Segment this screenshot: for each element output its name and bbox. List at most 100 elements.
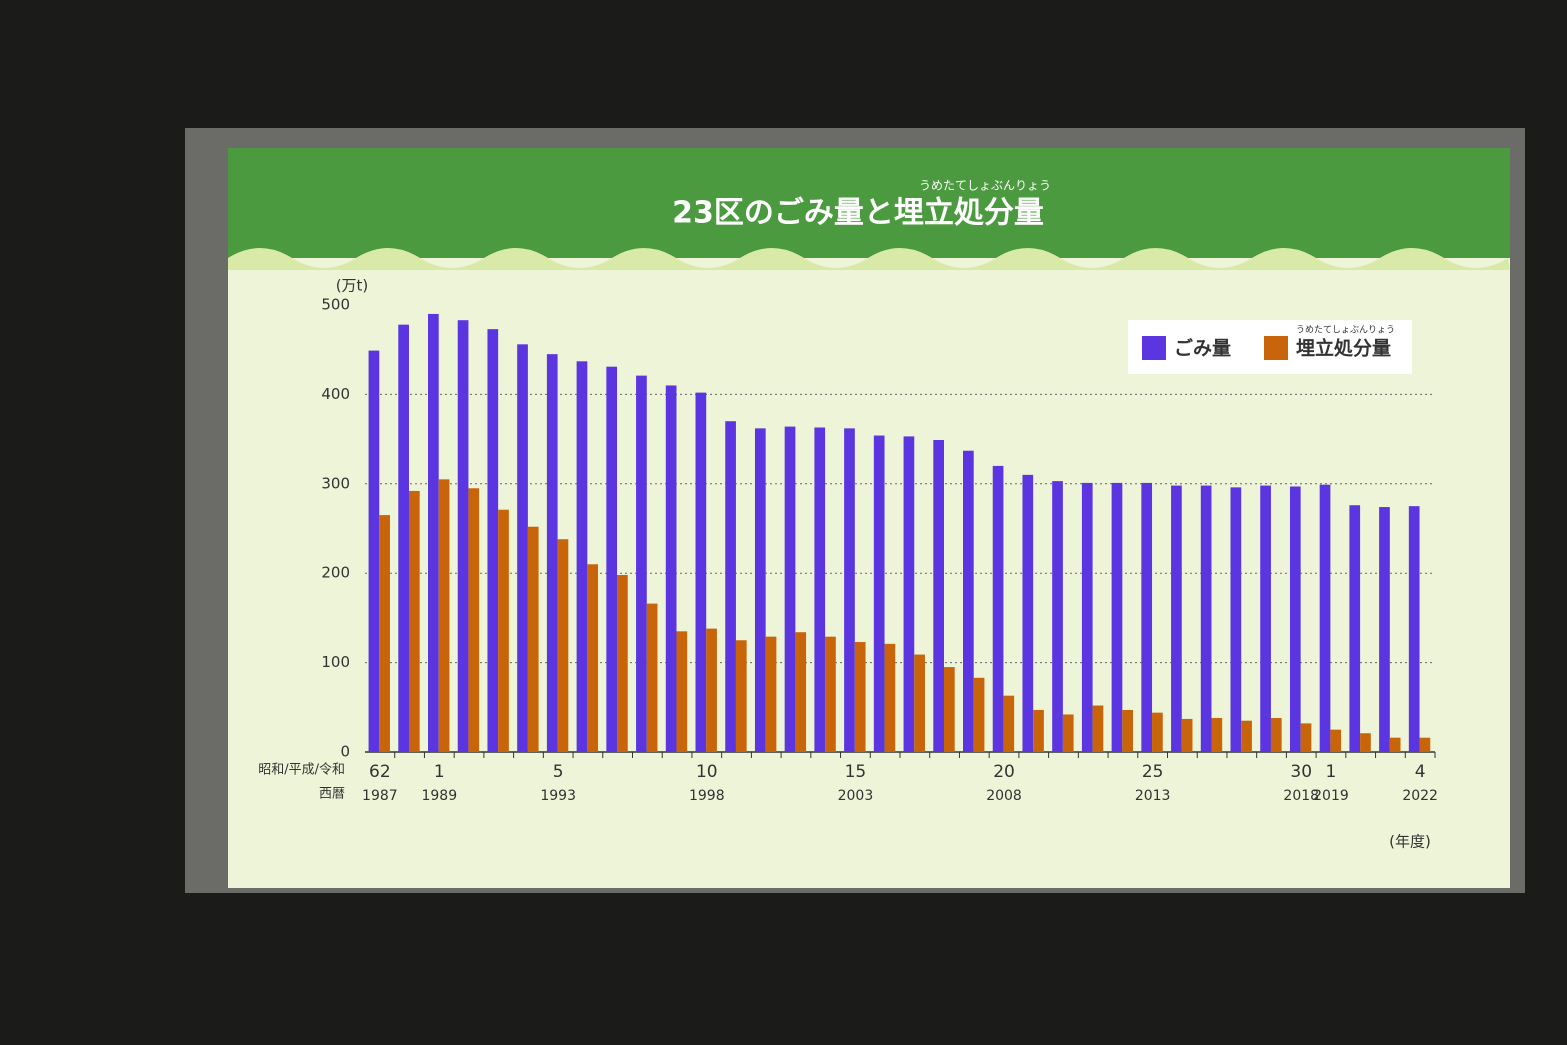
- bar: [854, 642, 866, 752]
- bar: [379, 515, 390, 752]
- y-unit: (万t): [336, 277, 369, 295]
- bar: [1122, 709, 1134, 752]
- bar: [428, 313, 439, 752]
- bar: [765, 636, 777, 752]
- bar: [646, 603, 658, 752]
- bar: [457, 320, 469, 752]
- bar: [706, 628, 717, 752]
- bar: [606, 366, 618, 752]
- legend-ruby: うめたてしょぶんりょう: [1296, 325, 1395, 336]
- bar: [1200, 485, 1212, 752]
- y-tick-label: 500: [321, 296, 350, 314]
- era-label: 1: [434, 762, 445, 782]
- era-label: 15: [845, 762, 867, 782]
- bar: [438, 479, 450, 752]
- legend-label: 埋立処分量: [1296, 337, 1391, 360]
- y-tick-label: 100: [321, 653, 350, 671]
- bar: [1270, 718, 1282, 752]
- bar: [576, 361, 588, 752]
- era-label: 4: [1415, 762, 1426, 782]
- bar: [1319, 484, 1331, 752]
- bar: [735, 640, 747, 752]
- header-band: [228, 148, 1510, 258]
- title-ruby: うめたてしょぶんりょう: [919, 179, 1051, 193]
- bar: [963, 450, 974, 752]
- y-tick-label: 0: [340, 743, 350, 761]
- legend-label: ごみ量: [1174, 337, 1231, 360]
- bar: [1230, 487, 1242, 752]
- bar: [1408, 506, 1420, 752]
- chart-title: 23区のごみ量と埋立処分量: [672, 196, 1044, 231]
- bar: [1289, 486, 1301, 752]
- bar: [1141, 482, 1153, 752]
- bar: [844, 428, 855, 752]
- bar: [933, 439, 944, 752]
- era-row-title: 昭和/平成/令和: [258, 763, 345, 778]
- bar: [557, 539, 569, 752]
- era-label: 25: [1142, 762, 1164, 782]
- x-tick-label: 2013: [1135, 788, 1171, 804]
- bar: [1111, 482, 1123, 752]
- bar: [1022, 474, 1034, 752]
- bar: [1052, 481, 1063, 752]
- bar: [992, 465, 1004, 752]
- bar: [695, 392, 707, 752]
- bar: [754, 428, 766, 752]
- bar: [1152, 712, 1163, 752]
- x-unit: (年度): [1389, 833, 1431, 851]
- bar: [676, 631, 688, 752]
- bar: [814, 427, 826, 752]
- wave: [228, 248, 1510, 270]
- bar: [587, 564, 599, 752]
- y-tick-label: 400: [321, 385, 350, 403]
- bar: [1181, 718, 1193, 752]
- bar: [1033, 709, 1044, 752]
- bar: [1300, 723, 1312, 752]
- bar: [795, 632, 807, 752]
- era-label: 20: [993, 762, 1015, 782]
- bar: [517, 344, 528, 752]
- x-tick-label: 1989: [421, 788, 457, 804]
- bar: [914, 654, 925, 752]
- x-tick-label: 2022: [1402, 788, 1438, 804]
- bar: [1241, 720, 1252, 752]
- bar: [1330, 729, 1342, 752]
- x-tick-label: 1993: [540, 788, 576, 804]
- era-label: 10: [696, 762, 718, 782]
- bar: [665, 385, 677, 752]
- x-tick-label: 2003: [838, 788, 874, 804]
- x-tick-label: 2008: [986, 788, 1022, 804]
- bar: [1360, 733, 1371, 752]
- bar: [1389, 737, 1401, 752]
- x-tick-label: 1987: [362, 788, 398, 804]
- legend-swatch: [1264, 336, 1288, 360]
- x-tick-label: 1998: [689, 788, 725, 804]
- era-label: 5: [553, 762, 564, 782]
- bar: [408, 490, 420, 752]
- bar: [1062, 714, 1074, 752]
- bar: [1260, 485, 1271, 752]
- bar: [1081, 482, 1093, 752]
- bar: [1349, 505, 1361, 752]
- bar: [903, 436, 915, 752]
- bar: [1003, 695, 1015, 752]
- bar: [617, 574, 628, 752]
- bar: [487, 329, 499, 752]
- era-label: 30: [1290, 762, 1312, 782]
- bar: [725, 421, 736, 752]
- y-tick-label: 300: [321, 474, 350, 492]
- era-label: 1: [1326, 762, 1337, 782]
- bar: [973, 677, 985, 752]
- bar: [546, 354, 558, 752]
- bar: [1379, 507, 1390, 752]
- bar: [498, 509, 509, 752]
- era-label: 62: [369, 762, 391, 782]
- bar: [873, 435, 885, 752]
- bar: [398, 324, 409, 752]
- bar: [527, 526, 539, 752]
- bar: [636, 375, 647, 752]
- bar: [468, 488, 480, 752]
- x-tick-label: 2018: [1283, 788, 1319, 804]
- year-row-title: 西暦: [319, 787, 345, 802]
